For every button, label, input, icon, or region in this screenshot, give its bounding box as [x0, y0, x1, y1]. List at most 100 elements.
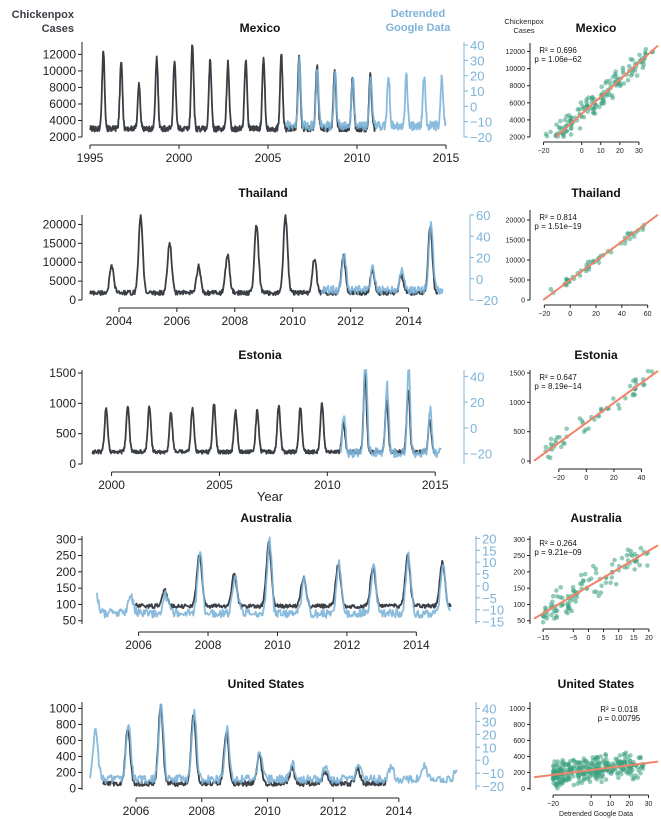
scatter-point — [588, 576, 594, 581]
scatter-point — [555, 785, 560, 791]
x-tick-label: 2010 — [314, 478, 341, 492]
scatter-x-tick-label: −5 — [569, 635, 577, 642]
scatter-point — [617, 406, 622, 411]
left-axis-header: Chickenpox Cases — [11, 9, 74, 35]
scatter-point — [593, 570, 599, 576]
right-tick-label: 30 — [470, 53, 484, 68]
scatter-point — [619, 555, 625, 561]
right-tick-label: 30 — [482, 714, 496, 729]
scatter-point — [628, 548, 634, 554]
scatter-x-tick-label: 15 — [630, 635, 638, 642]
left-tick-label: 8000 — [49, 80, 76, 94]
scatter-point — [626, 765, 632, 771]
scatter-y-header: Chickenpox Cases — [504, 17, 544, 35]
scatter-y-tick-label: 400 — [513, 754, 525, 761]
right-tick-label: 10 — [482, 740, 496, 755]
p-value-label: p = 0.00795 — [598, 714, 641, 723]
left-tick-label: 10000 — [43, 64, 77, 78]
p-value-label: p = 1.51e−19 — [534, 222, 582, 231]
scatter-point — [578, 572, 584, 578]
scatter-point — [554, 763, 559, 769]
scatter-point — [578, 763, 583, 768]
p-value-label: p = 9.21e−09 — [534, 548, 582, 557]
scatter-x-tick-label: 20 — [645, 635, 653, 642]
scatter-x-tick-label: 40 — [638, 475, 646, 482]
x-tick-label: 2000 — [98, 478, 125, 492]
scatter-point — [640, 766, 646, 771]
left-tick-label: 200 — [56, 765, 76, 779]
x-tick-label: 2014 — [403, 638, 430, 652]
scatter-point — [630, 767, 635, 772]
scatter-point — [603, 80, 608, 86]
x-tick-label: 2012 — [334, 638, 361, 652]
left-tick-label: 1500 — [49, 366, 76, 380]
x-tick-label: 2008 — [188, 804, 215, 818]
scatter-point — [586, 95, 591, 100]
scatter-point — [551, 780, 556, 786]
scatter-point — [601, 760, 606, 765]
scatter-point — [645, 563, 650, 568]
scatter-point — [595, 755, 600, 760]
scatter-x-tick-label: 60 — [644, 311, 652, 318]
scatter-point — [624, 553, 630, 558]
right-tick-label: −10 — [482, 603, 504, 618]
x-tick-label: 2015 — [422, 478, 449, 492]
scatter-point — [563, 609, 569, 614]
scatter-point — [611, 396, 616, 401]
scatter-x-tick-label: 10 — [606, 801, 614, 808]
right-tick-label: 10 — [470, 84, 484, 99]
left-tick-label: 150 — [56, 581, 76, 595]
left-tick-label: 500 — [56, 427, 76, 441]
right-tick-label: 0 — [470, 421, 477, 436]
left-tick-label: 0 — [69, 293, 76, 307]
scatter-x-tick-label: 0 — [586, 635, 590, 642]
scatter-point — [623, 750, 629, 756]
r-squared-label: R² = 0.264 — [539, 539, 577, 548]
scatter-y-tick-label: 2000 — [509, 135, 525, 142]
scatter-x-label: Detrended Google Data — [559, 811, 633, 818]
scatter-point — [620, 65, 626, 71]
fit-line — [555, 44, 659, 138]
x-tick-label: 2014 — [386, 804, 413, 818]
left-tick-label: 1000 — [49, 701, 76, 715]
scatter-y-tick-label: 800 — [513, 722, 525, 729]
scatter-point — [616, 402, 621, 408]
scatter-point — [564, 128, 569, 134]
scatter-point — [613, 73, 619, 78]
scatter-point — [649, 369, 655, 374]
left-tick-label: 250 — [56, 549, 76, 563]
scatter-point — [568, 132, 574, 137]
scatter-y-tick-label: 0 — [521, 298, 525, 305]
scatter-x-tick-label: 5 — [602, 635, 606, 642]
scatter-point — [555, 776, 561, 782]
scatter-point — [591, 563, 596, 569]
scatter-point — [640, 65, 646, 70]
left-tick-label: 0 — [69, 457, 76, 471]
x-tick-label: 2008 — [221, 314, 248, 328]
scatter-point — [642, 50, 648, 55]
right-tick-label: −20 — [470, 447, 492, 462]
right-tick-label: 0 — [482, 579, 489, 594]
scatter-title: United States — [558, 677, 635, 691]
cases-series-line — [134, 540, 452, 610]
scatter-y-tick-label: 8000 — [509, 83, 525, 90]
fit-line — [533, 760, 659, 779]
scatter-point — [565, 601, 570, 606]
scatter-point — [558, 585, 563, 590]
left-tick-label: 300 — [56, 532, 76, 546]
scatter-point — [576, 772, 581, 778]
x-tick-label: 2006 — [164, 314, 191, 328]
right-tick-label: −5 — [482, 591, 497, 606]
right-tick-label: 5 — [482, 567, 489, 582]
scatter-point — [565, 605, 571, 610]
scatter-point — [593, 103, 599, 108]
scatter-point — [629, 772, 634, 778]
scatter-point — [625, 77, 631, 83]
scatter-point — [570, 588, 576, 593]
scatter-point — [559, 444, 564, 450]
scatter-point — [554, 122, 559, 127]
right-tick-label: 10 — [482, 555, 496, 570]
scatter-point — [566, 764, 572, 769]
right-axis-header: Detrended Google Data — [385, 8, 451, 34]
scatter-y-tick-label: 0 — [521, 786, 525, 793]
